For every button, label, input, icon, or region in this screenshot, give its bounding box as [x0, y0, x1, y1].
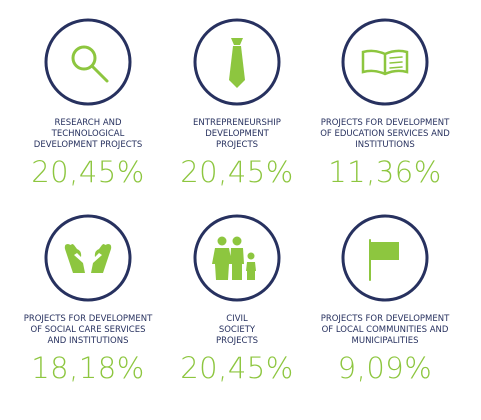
item-value: 9,09% — [337, 351, 433, 385]
icon-ring — [44, 18, 132, 106]
item-value: 11,36% — [328, 155, 442, 189]
item-label: CIVIL — [226, 314, 248, 324]
item-label: ENTREPRENEURSHIP — [193, 118, 281, 128]
item-label: DEVELOPMENT — [205, 129, 269, 139]
item-label: PROJECTS FOR DEVELOPMENT — [320, 314, 450, 324]
magnifier-icon — [71, 45, 109, 83]
item-label: RESEARCH AND — [54, 118, 122, 128]
item-label: PROJECTS — [215, 140, 259, 150]
item-value: 18,18% — [31, 351, 145, 385]
item-label: OF SOCIAL CARE SERVICES — [30, 325, 146, 335]
item-label: OF EDUCATION SERVICES AND — [320, 129, 450, 139]
family-icon — [212, 236, 256, 280]
icon-ring — [341, 18, 429, 106]
icon-ring — [44, 214, 132, 302]
item-label: INSTITUTIONS — [355, 140, 415, 150]
hands-icon — [64, 244, 112, 273]
item-label: PROJECTS FOR DEVELOPMENT — [23, 314, 153, 324]
item-label: MUNICIPALITIES — [351, 336, 419, 346]
item-label: PROJECTS FOR DEVELOPMENT — [320, 118, 450, 128]
icon-ring — [193, 214, 281, 302]
item-label: PROJECTS — [215, 336, 259, 346]
item-label: DEVELOPMENT PROJECTS — [33, 140, 143, 150]
tie-icon — [229, 38, 245, 88]
book-icon — [361, 49, 409, 76]
item-label: OF LOCAL COMMUNITIES AND — [321, 325, 449, 335]
item-value: 20,45% — [180, 351, 294, 385]
flag-icon — [369, 239, 399, 281]
item-label: TECHNOLOGICAL — [51, 129, 125, 139]
icon-ring — [341, 214, 429, 302]
item-value: 20,45% — [180, 155, 294, 189]
item-label: SOCIETY — [218, 325, 256, 335]
item-value: 20,45% — [31, 155, 145, 189]
icon-ring — [193, 18, 281, 106]
item-label: AND INSTITUTIONS — [47, 336, 129, 346]
